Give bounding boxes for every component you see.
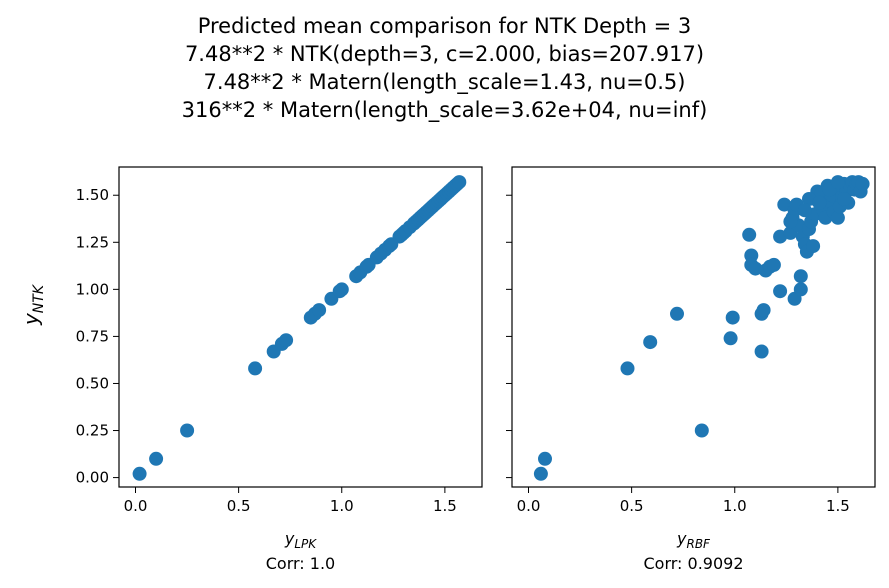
scatter-panel-lpk: 0.0 0.5 1.0 1.5 0.00 0.25 0.50 0.75 1.00 1.25 1.50… — [76, 166, 483, 573]
y-tick-label: 1.25 — [76, 233, 109, 251]
data-point — [783, 214, 798, 229]
x-tick-label: 1.5 — [433, 497, 457, 515]
y-tick-label: 0.25 — [76, 422, 109, 440]
scatter-panel-rbf: 0.0 0.5 1.0 1.5 yRBF Corr: 0.9092 — [506, 166, 876, 573]
y-tick-label: 1.00 — [76, 280, 109, 298]
data-point — [812, 195, 827, 210]
data-point — [279, 333, 294, 348]
x-tick-label: 0.5 — [227, 497, 251, 515]
y-tick-label: 1.50 — [76, 186, 109, 204]
x-tick-label: 0.5 — [620, 497, 644, 515]
plot-frame — [511, 166, 876, 488]
data-point — [830, 210, 845, 225]
chart-title-line-2: 7.48**2 * NTK(depth=3, c=2.000, bias=207… — [184, 42, 705, 66]
x-tick-label: 0.0 — [124, 497, 148, 515]
y-tick-label: 0.75 — [76, 327, 109, 345]
x-axis-label-subscript: RBF — [686, 537, 711, 551]
data-point — [742, 227, 757, 242]
data-point — [855, 176, 870, 191]
data-point — [312, 303, 327, 318]
x-tick-label: 1.5 — [826, 497, 850, 515]
x-axis-label-main: y — [676, 529, 687, 548]
x-tick-label: 1.0 — [330, 497, 354, 515]
y-axis-label-subscript: NTK — [31, 283, 47, 313]
data-point — [756, 303, 771, 318]
data-point — [806, 239, 821, 254]
y-axis-label-main: y — [19, 312, 43, 326]
data-point — [766, 257, 781, 272]
data-point — [149, 451, 164, 466]
data-point — [620, 361, 635, 376]
data-point — [533, 466, 548, 481]
data-point — [723, 331, 738, 346]
chart-title-line-4: 316**2 * Matern(length_scale=3.62e+04, n… — [181, 98, 708, 122]
data-point — [777, 197, 792, 212]
data-point — [538, 451, 552, 466]
data-point — [180, 423, 195, 438]
plot-frame — [118, 166, 483, 488]
y-tick-label: 0.50 — [76, 374, 109, 392]
data-point — [643, 335, 658, 350]
data-point — [754, 344, 769, 359]
data-point — [793, 282, 808, 297]
x-tick-label: 0.0 — [517, 497, 541, 515]
data-point — [694, 423, 709, 438]
data-point — [797, 203, 812, 218]
data-point — [837, 192, 852, 206]
x-axis-label: yRBF — [676, 529, 711, 551]
chart-title-line-1: Predicted mean comparison for NTK Depth … — [197, 14, 692, 38]
data-point — [334, 282, 349, 297]
y-axis-label: yNTK — [19, 283, 47, 326]
data-point — [670, 306, 684, 321]
x-axis-label-main: y — [284, 529, 295, 548]
x-axis-label: yLPK — [284, 529, 317, 551]
x-tick-label: 1.0 — [723, 497, 747, 515]
data-point — [830, 175, 845, 190]
correlation-annotation: Corr: 0.9092 — [643, 554, 743, 573]
data-point — [773, 284, 788, 299]
data-point — [132, 466, 147, 481]
chart-title-line-3: 7.48**2 * Matern(length_scale=1.43, nu=0… — [203, 70, 686, 94]
data-point — [452, 175, 467, 190]
correlation-annotation: Corr: 1.0 — [266, 554, 335, 573]
data-point — [725, 310, 740, 325]
y-tick-label: 0.00 — [76, 469, 109, 487]
data-point — [793, 269, 808, 284]
data-point — [248, 361, 263, 376]
x-axis-label-subscript: LPK — [294, 537, 317, 551]
